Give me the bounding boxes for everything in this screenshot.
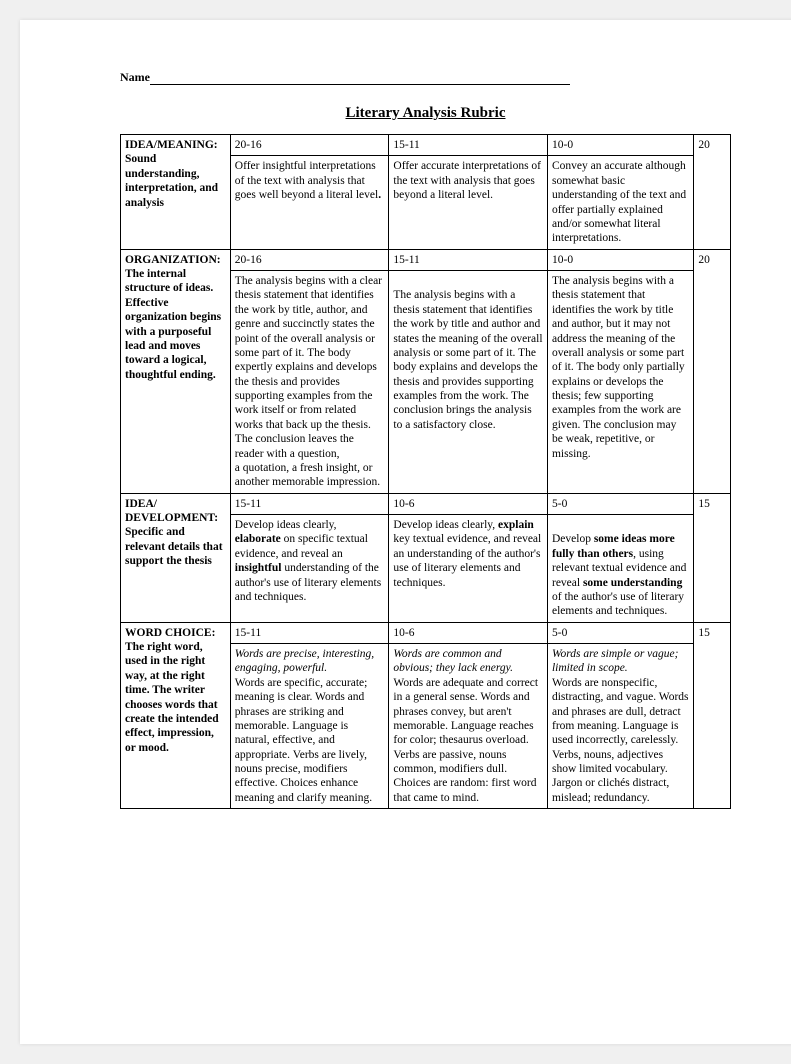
description-cell: Words are common and obvious; they lack …: [389, 644, 548, 809]
score-range-cell: 20-16: [230, 249, 389, 270]
score-range-cell: 15-11: [389, 135, 548, 156]
score-range-cell: 10-0: [547, 249, 693, 270]
description-cell: Develop some ideas more fully than other…: [547, 515, 693, 623]
score-header-row: ORGANIZATION: The internal structure of …: [121, 249, 731, 270]
score-range-cell: 15-11: [230, 622, 389, 643]
score-range-cell: 15-11: [230, 493, 389, 514]
score-header-row: IDEA/MEANING: Sound understanding, inter…: [121, 135, 731, 156]
description-cell: The analysis begins with a clear thesis …: [230, 271, 389, 494]
score-header-row: IDEA/ DEVELOPMENT: Specific and relevant…: [121, 493, 731, 514]
description-cell: Words are simple or vague; limited in sc…: [547, 644, 693, 809]
rubric-table: IDEA/MEANING: Sound understanding, inter…: [120, 134, 731, 809]
name-label: Name: [120, 70, 150, 84]
category-cell: ORGANIZATION: The internal structure of …: [121, 249, 231, 493]
description-cell: The analysis begins with a thesis statem…: [389, 271, 548, 494]
description-cell: Offer insightful interpretations of the …: [230, 156, 389, 249]
description-cell: The analysis begins with a thesis statem…: [547, 271, 693, 494]
description-cell: Words are precise, interesting, engaging…: [230, 644, 389, 809]
page-title: Literary Analysis Rubric: [120, 105, 731, 122]
description-cell: Offer accurate interpretations of the te…: [389, 156, 548, 249]
points-cell: 15: [694, 622, 731, 809]
description-cell: Develop ideas clearly, explain key textu…: [389, 515, 548, 623]
score-range-cell: 10-6: [389, 622, 548, 643]
description-cell: Develop ideas clearly, elaborate on spec…: [230, 515, 389, 623]
name-field: Name: [120, 70, 731, 85]
category-cell: IDEA/ DEVELOPMENT: Specific and relevant…: [121, 493, 231, 622]
points-cell: 20: [694, 135, 731, 250]
score-range-cell: 5-0: [547, 493, 693, 514]
description-cell: Convey an accurate although somewhat bas…: [547, 156, 693, 249]
score-range-cell: 15-11: [389, 249, 548, 270]
category-cell: IDEA/MEANING: Sound understanding, inter…: [121, 135, 231, 250]
category-cell: WORD CHOICE: The right word, used in the…: [121, 622, 231, 809]
score-header-row: WORD CHOICE: The right word, used in the…: [121, 622, 731, 643]
score-range-cell: 5-0: [547, 622, 693, 643]
score-range-cell: 10-0: [547, 135, 693, 156]
points-cell: 15: [694, 493, 731, 622]
score-range-cell: 10-6: [389, 493, 548, 514]
points-cell: 20: [694, 249, 731, 493]
score-range-cell: 20-16: [230, 135, 389, 156]
